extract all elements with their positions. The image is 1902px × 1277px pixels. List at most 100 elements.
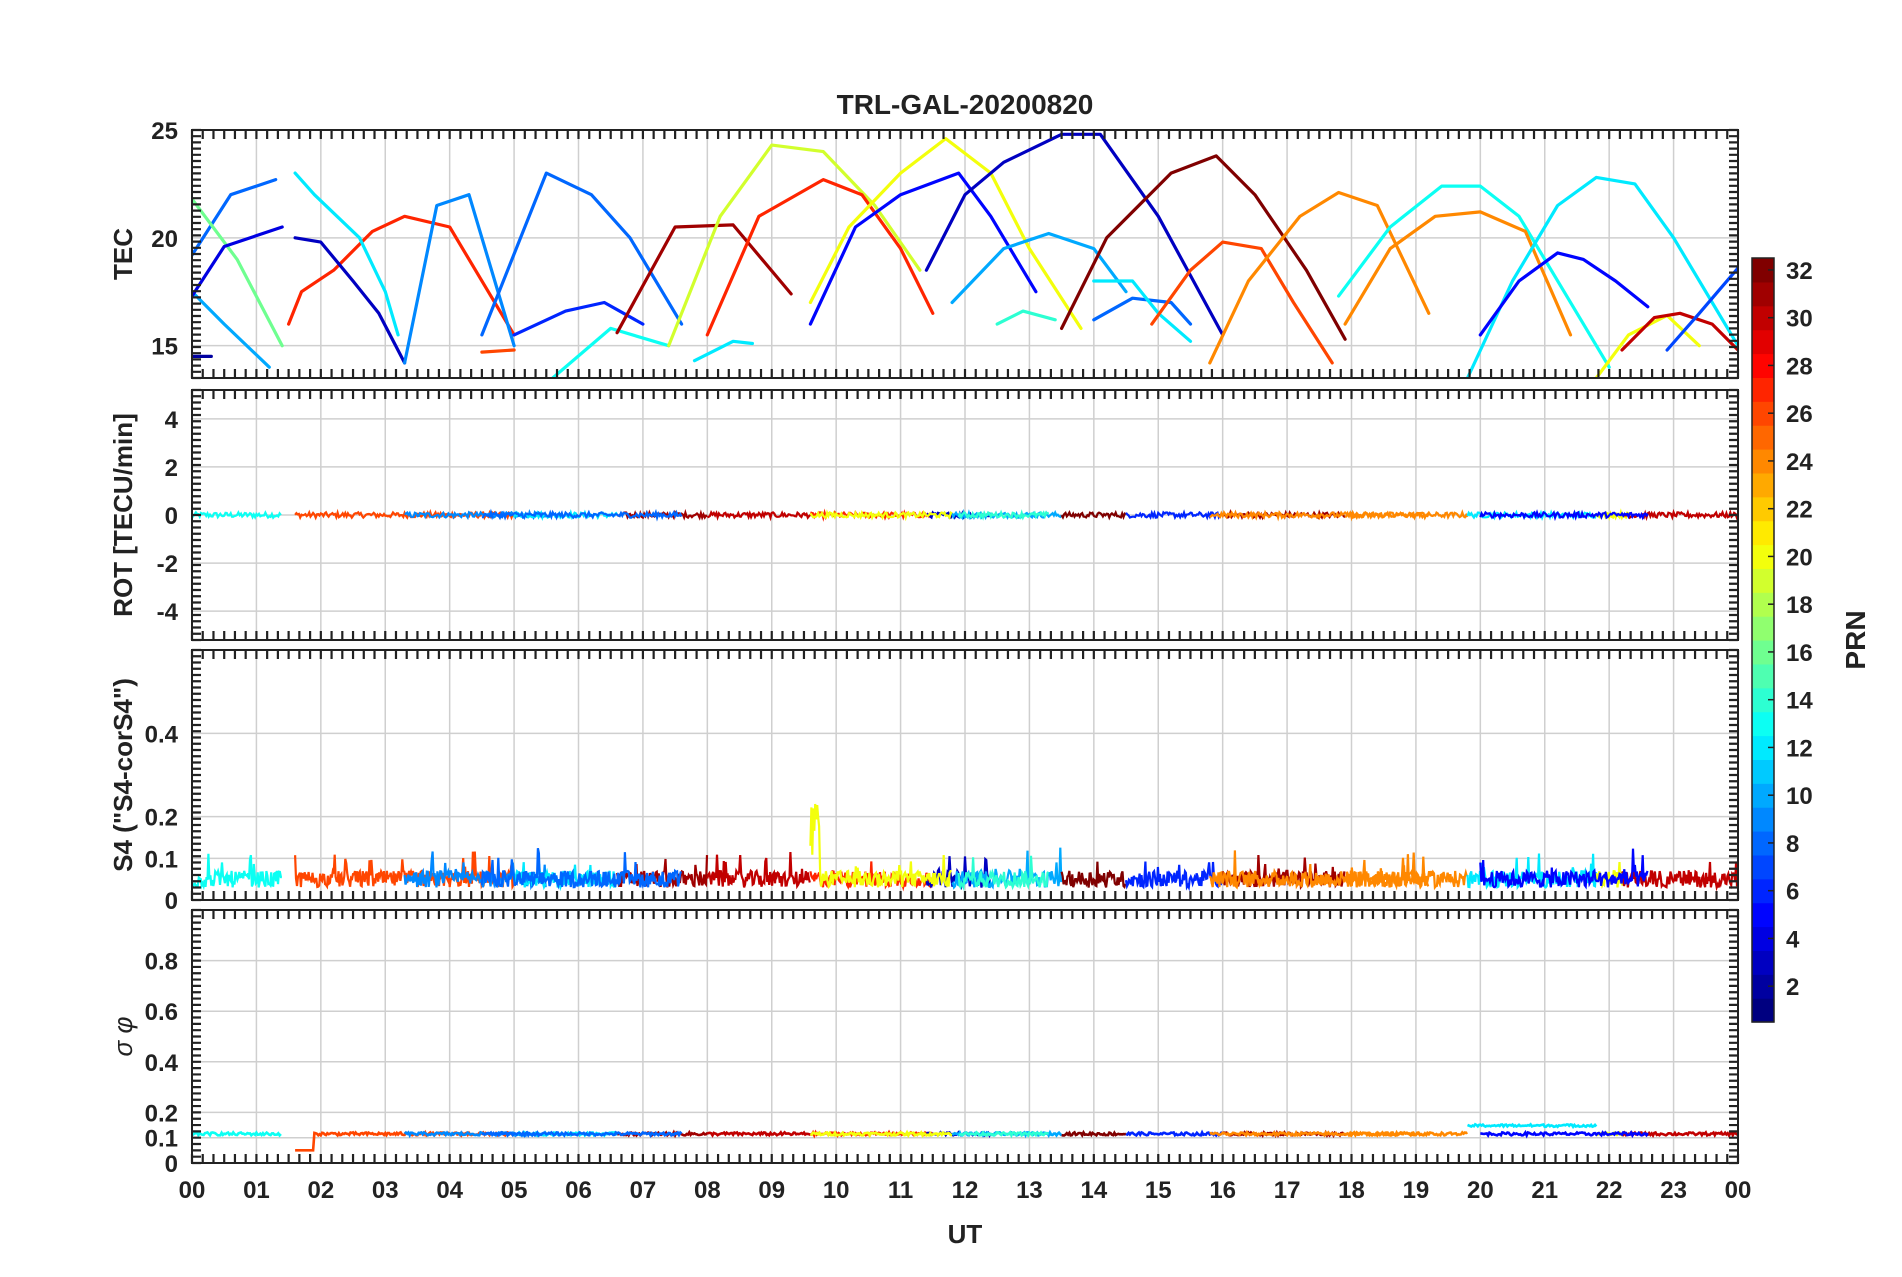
y-axis-label: ROT [TECU/min]: [108, 413, 138, 617]
y-tick-label: 0.2: [145, 805, 178, 832]
x-tick-label: 03: [372, 1177, 399, 1204]
colorbar-step: [1752, 472, 1774, 498]
tec-series-prn-13: [551, 326, 671, 378]
colorbar-frame: [1751, 257, 1775, 1023]
colorbar-tick-label: 14: [1786, 688, 1813, 715]
colorbar-step: [1752, 640, 1774, 665]
x-tick-label: 04: [436, 1177, 463, 1204]
y-axis-label: S4 ("S4-corS4"): [108, 678, 138, 872]
s4-series-prn-24: [1208, 850, 1430, 891]
colorbar-step: [1752, 878, 1774, 904]
sigma-series-prn-30: [706, 1130, 811, 1138]
x-tick-label: 17: [1274, 1177, 1301, 1204]
colorbar-tick-label: 6: [1786, 879, 1799, 906]
colorbar-step: [1752, 449, 1774, 474]
y-tick-label: 20: [151, 226, 178, 253]
x-tick-label: 10: [823, 1177, 850, 1204]
colorbar-step: [1752, 592, 1774, 617]
tec-series-prn-14: [995, 309, 1057, 326]
rot-series-prn-26: [294, 508, 516, 521]
colorbar-step: [1752, 998, 1774, 1023]
rot-series-prn-20: [809, 509, 953, 522]
axis-ticks: [190, 908, 1740, 1165]
colorbar-tick-label: 2: [1786, 974, 1799, 1001]
x-tick-label: 20: [1467, 1177, 1494, 1204]
tec-series-prn-5: [808, 171, 1038, 326]
tec-series-prn-31: [615, 223, 793, 335]
colorbar-tick-label: 30: [1786, 306, 1813, 333]
tec-series-prn-7: [1665, 266, 1738, 352]
x-tick-label: 23: [1660, 1177, 1687, 1204]
colorbar-step: [1752, 735, 1774, 760]
colorbar-step: [1752, 950, 1774, 975]
tec-series-prn-12: [1465, 175, 1738, 378]
y-tick-label: 0.1: [145, 846, 178, 873]
y-tick-label: -2: [157, 551, 178, 578]
tec-series-prn-26: [480, 348, 516, 354]
s4-series-prn-20: [809, 803, 952, 890]
y-tick-label: -4: [157, 599, 179, 626]
series-group: [192, 508, 1738, 522]
y-tick-label: 0: [165, 1151, 178, 1178]
tec-series-prn-8: [1092, 296, 1193, 326]
rot-series-prn-8: [481, 508, 683, 522]
y-tick-label: 0.6: [145, 999, 178, 1026]
tec-series-prn-16: [192, 197, 284, 348]
y-tick-label: 0: [165, 888, 178, 915]
x-tick-label: 21: [1531, 1177, 1558, 1204]
tec-series-prn-30: [1620, 311, 1738, 352]
colorbar-step: [1752, 711, 1774, 737]
panel-tec: 15 20 25 TEC: [108, 118, 1740, 380]
tec-series-prn-10: [192, 290, 271, 369]
x-tick-label: 00: [1725, 1177, 1752, 1204]
s4-series-prn-32: [1060, 861, 1127, 889]
colorbar-step: [1752, 329, 1774, 355]
colorbar-step: [1752, 854, 1774, 880]
x-tick-label: 11: [888, 1177, 913, 1204]
colorbar-tick-label: 32: [1786, 258, 1813, 285]
panel-s4: 0 0.1 0.2 0.4 S4 ("S4-corS4"): [108, 648, 1740, 915]
rot-series-prn-14: [957, 509, 1050, 521]
x-tick-label: 16: [1209, 1177, 1236, 1204]
colorbar-tick-label: 28: [1786, 353, 1813, 380]
x-tick-label: 19: [1403, 1177, 1430, 1204]
y-tick-label: 0.4: [145, 721, 179, 748]
colorbar-step: [1752, 568, 1774, 593]
x-tick-label: 15: [1145, 1177, 1172, 1204]
colorbar-step: [1752, 496, 1774, 522]
y-tick-label: 0: [165, 503, 178, 530]
x-tick-label: 00: [179, 1177, 206, 1204]
tec-series-prn-3: [293, 236, 407, 365]
colorbar-step: [1752, 544, 1774, 569]
sigma-series-prn-13: [192, 1130, 282, 1138]
sigma-series-prn-5: [1480, 1129, 1649, 1139]
colorbar-step: [1752, 902, 1774, 928]
colorbar-tick-label: 26: [1786, 401, 1813, 428]
s4-series-prn-5: [1479, 848, 1649, 890]
x-tick-label: 18: [1338, 1177, 1365, 1204]
y-tick-label: 0.8: [145, 949, 178, 976]
colorbar-step: [1752, 401, 1774, 426]
colorbar-tick-label: 4: [1786, 926, 1800, 953]
x-tick-label: 08: [694, 1177, 721, 1204]
y-tick-label: 25: [151, 118, 178, 145]
sigma-series-prn-20: [809, 1129, 953, 1139]
sigma-series-prn-32: [1061, 1129, 1127, 1139]
tec-series-prn-24: [1208, 190, 1431, 365]
sigma-series-prn-30: [1620, 1130, 1738, 1139]
x-tick-label: 01: [243, 1177, 270, 1204]
axis-ticks: [190, 388, 1740, 642]
tec-series-prn-27: [705, 178, 935, 337]
colorbar-step: [1752, 974, 1774, 999]
x-tick-labels: 00 01 02 03 04 05 06 07 08 09 10 11 12 13 14 15 16 17 18 19…: [179, 1177, 1752, 1204]
colorbar-step: [1752, 377, 1774, 402]
colorbar-step: [1752, 807, 1774, 832]
colorbar-step: [1752, 783, 1774, 808]
tec-series-prn-8: [192, 178, 278, 257]
tec-series-prn-8: [480, 171, 684, 337]
panel-sigma-phi: 00.10.2 0.4 0.6 0.8 σ φ: [108, 908, 1740, 1178]
colorbar-tick-label: 18: [1786, 592, 1813, 619]
